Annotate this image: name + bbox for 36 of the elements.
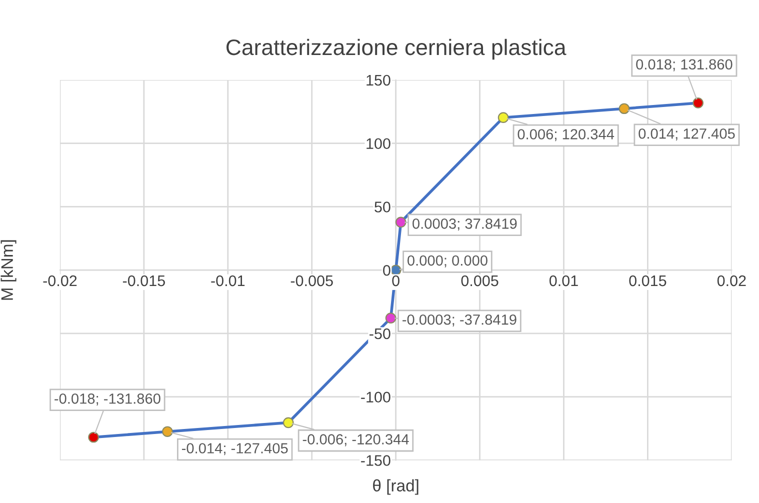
x-tick-label: 0.01 bbox=[549, 275, 578, 286]
x-tick-label: 0 bbox=[392, 275, 400, 286]
y-tick-label: 50 bbox=[374, 202, 390, 212]
point bbox=[88, 432, 99, 443]
y-axis-title: M [kNm] bbox=[0, 240, 16, 300]
data-label: 0.0003; 37.8419 bbox=[412, 218, 517, 231]
point bbox=[395, 216, 406, 228]
y-tick-label: 100 bbox=[366, 138, 390, 150]
y-tick-label: -50 bbox=[370, 328, 390, 340]
y-tick-label: -100 bbox=[361, 392, 390, 403]
x-tick-label: -0.01 bbox=[211, 275, 245, 286]
x-axis-title: θ [rad] bbox=[373, 479, 418, 495]
x-tick-label: 0.005 bbox=[461, 275, 498, 286]
data-label: 0.006; 120.344 bbox=[518, 129, 614, 142]
point bbox=[385, 312, 396, 324]
x-tick-label: 0.02 bbox=[717, 275, 746, 286]
x-tick-label: -0.02 bbox=[43, 275, 77, 286]
data-label: -0.014; -127.405 bbox=[182, 443, 288, 456]
point bbox=[162, 426, 173, 438]
data-label: 0.000; 0.000 bbox=[408, 255, 488, 268]
point bbox=[498, 112, 509, 123]
y-tick-label: 0 bbox=[383, 264, 390, 276]
x-tick-label: -0.005 bbox=[290, 275, 333, 286]
data-label: -0.0003; -37.8419 bbox=[402, 314, 516, 326]
point bbox=[618, 103, 630, 114]
data-label: 0.018; 131.860 bbox=[636, 59, 732, 72]
x-tick-label: -0.015 bbox=[122, 275, 165, 286]
x-tick-label: 0.015 bbox=[629, 275, 666, 286]
data-label: 0.014; 127.405 bbox=[638, 128, 735, 140]
data-label: -0.018; -131.860 bbox=[54, 393, 160, 406]
y-tick-label: 150 bbox=[366, 74, 390, 86]
point bbox=[282, 417, 294, 428]
chart-title: Caratterizzazione cerniera plastica bbox=[226, 38, 566, 60]
data-label: -0.006; -120.344 bbox=[302, 434, 409, 446]
y-tick-label: -150 bbox=[361, 455, 390, 466]
point bbox=[692, 98, 704, 108]
